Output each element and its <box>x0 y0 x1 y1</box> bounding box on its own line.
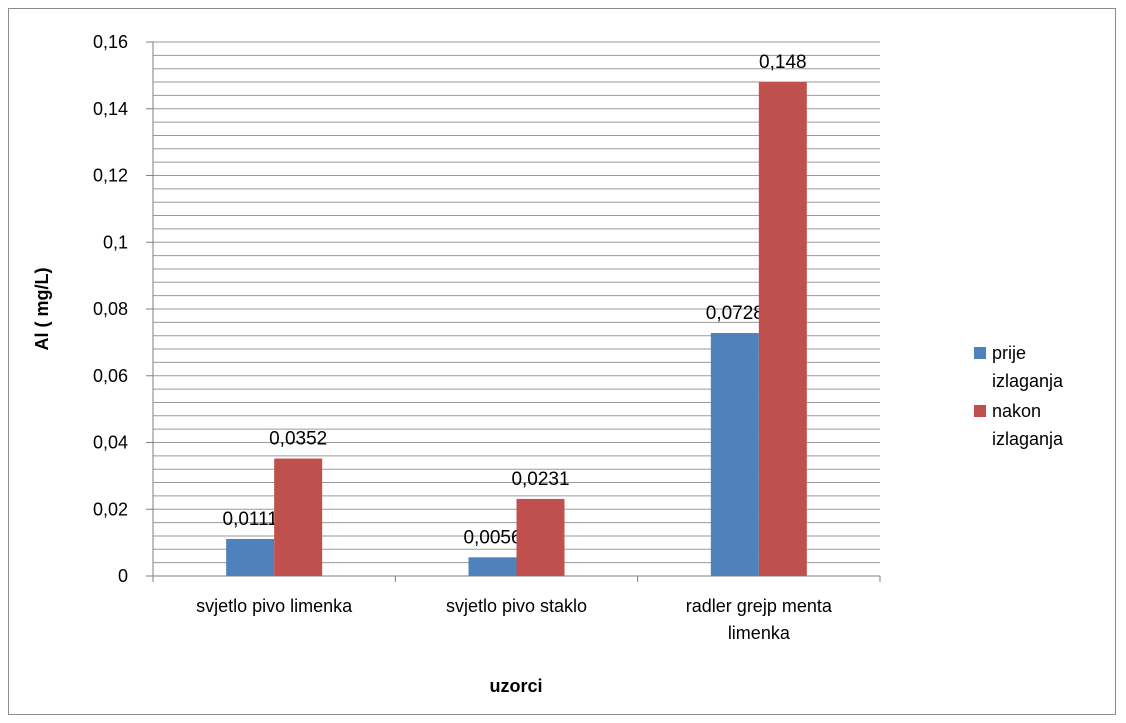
bar <box>710 333 759 576</box>
bar <box>516 498 565 576</box>
bar <box>468 557 517 576</box>
legend-label: izlaganja <box>992 371 1064 391</box>
data-label: 0,0728 <box>706 303 764 324</box>
y-tick-label: 0,02 <box>93 499 128 519</box>
y-tick-label: 0,08 <box>93 299 128 319</box>
y-tick-label: 0,06 <box>93 366 128 386</box>
y-tick-label: 0,12 <box>93 166 128 186</box>
data-label: 0,0056 <box>463 527 521 548</box>
y-tick-label: 0 <box>118 566 128 586</box>
data-label: 0,0231 <box>511 469 569 490</box>
x-tick-label: svjetlo pivo limenka <box>196 596 353 616</box>
x-axis-title: uzorci <box>489 676 542 696</box>
x-tick-label: svjetlo pivo staklo <box>446 596 587 616</box>
x-tick-label: limenka <box>728 623 791 643</box>
bar <box>226 538 275 576</box>
legend-swatch <box>974 347 986 359</box>
legend-swatch <box>974 405 986 417</box>
bar <box>274 458 323 576</box>
data-label: 0,0111 <box>223 509 278 530</box>
y-tick-label: 0,16 <box>93 32 128 52</box>
y-axis-title: Al ( mg/L) <box>32 268 52 351</box>
legend-label: prije <box>992 343 1026 363</box>
y-tick-label: 0,14 <box>93 99 128 119</box>
data-label: 0,0352 <box>269 429 327 450</box>
y-tick-label: 0,04 <box>93 433 128 453</box>
data-label: 0,148 <box>759 52 807 73</box>
x-tick-label: radler grejp menta <box>686 596 833 616</box>
legend-label: izlaganja <box>992 429 1064 449</box>
y-tick-label: 0,1 <box>103 232 128 252</box>
chart-frame <box>8 8 1116 715</box>
legend-label: nakon <box>992 401 1041 421</box>
bar <box>758 82 807 577</box>
